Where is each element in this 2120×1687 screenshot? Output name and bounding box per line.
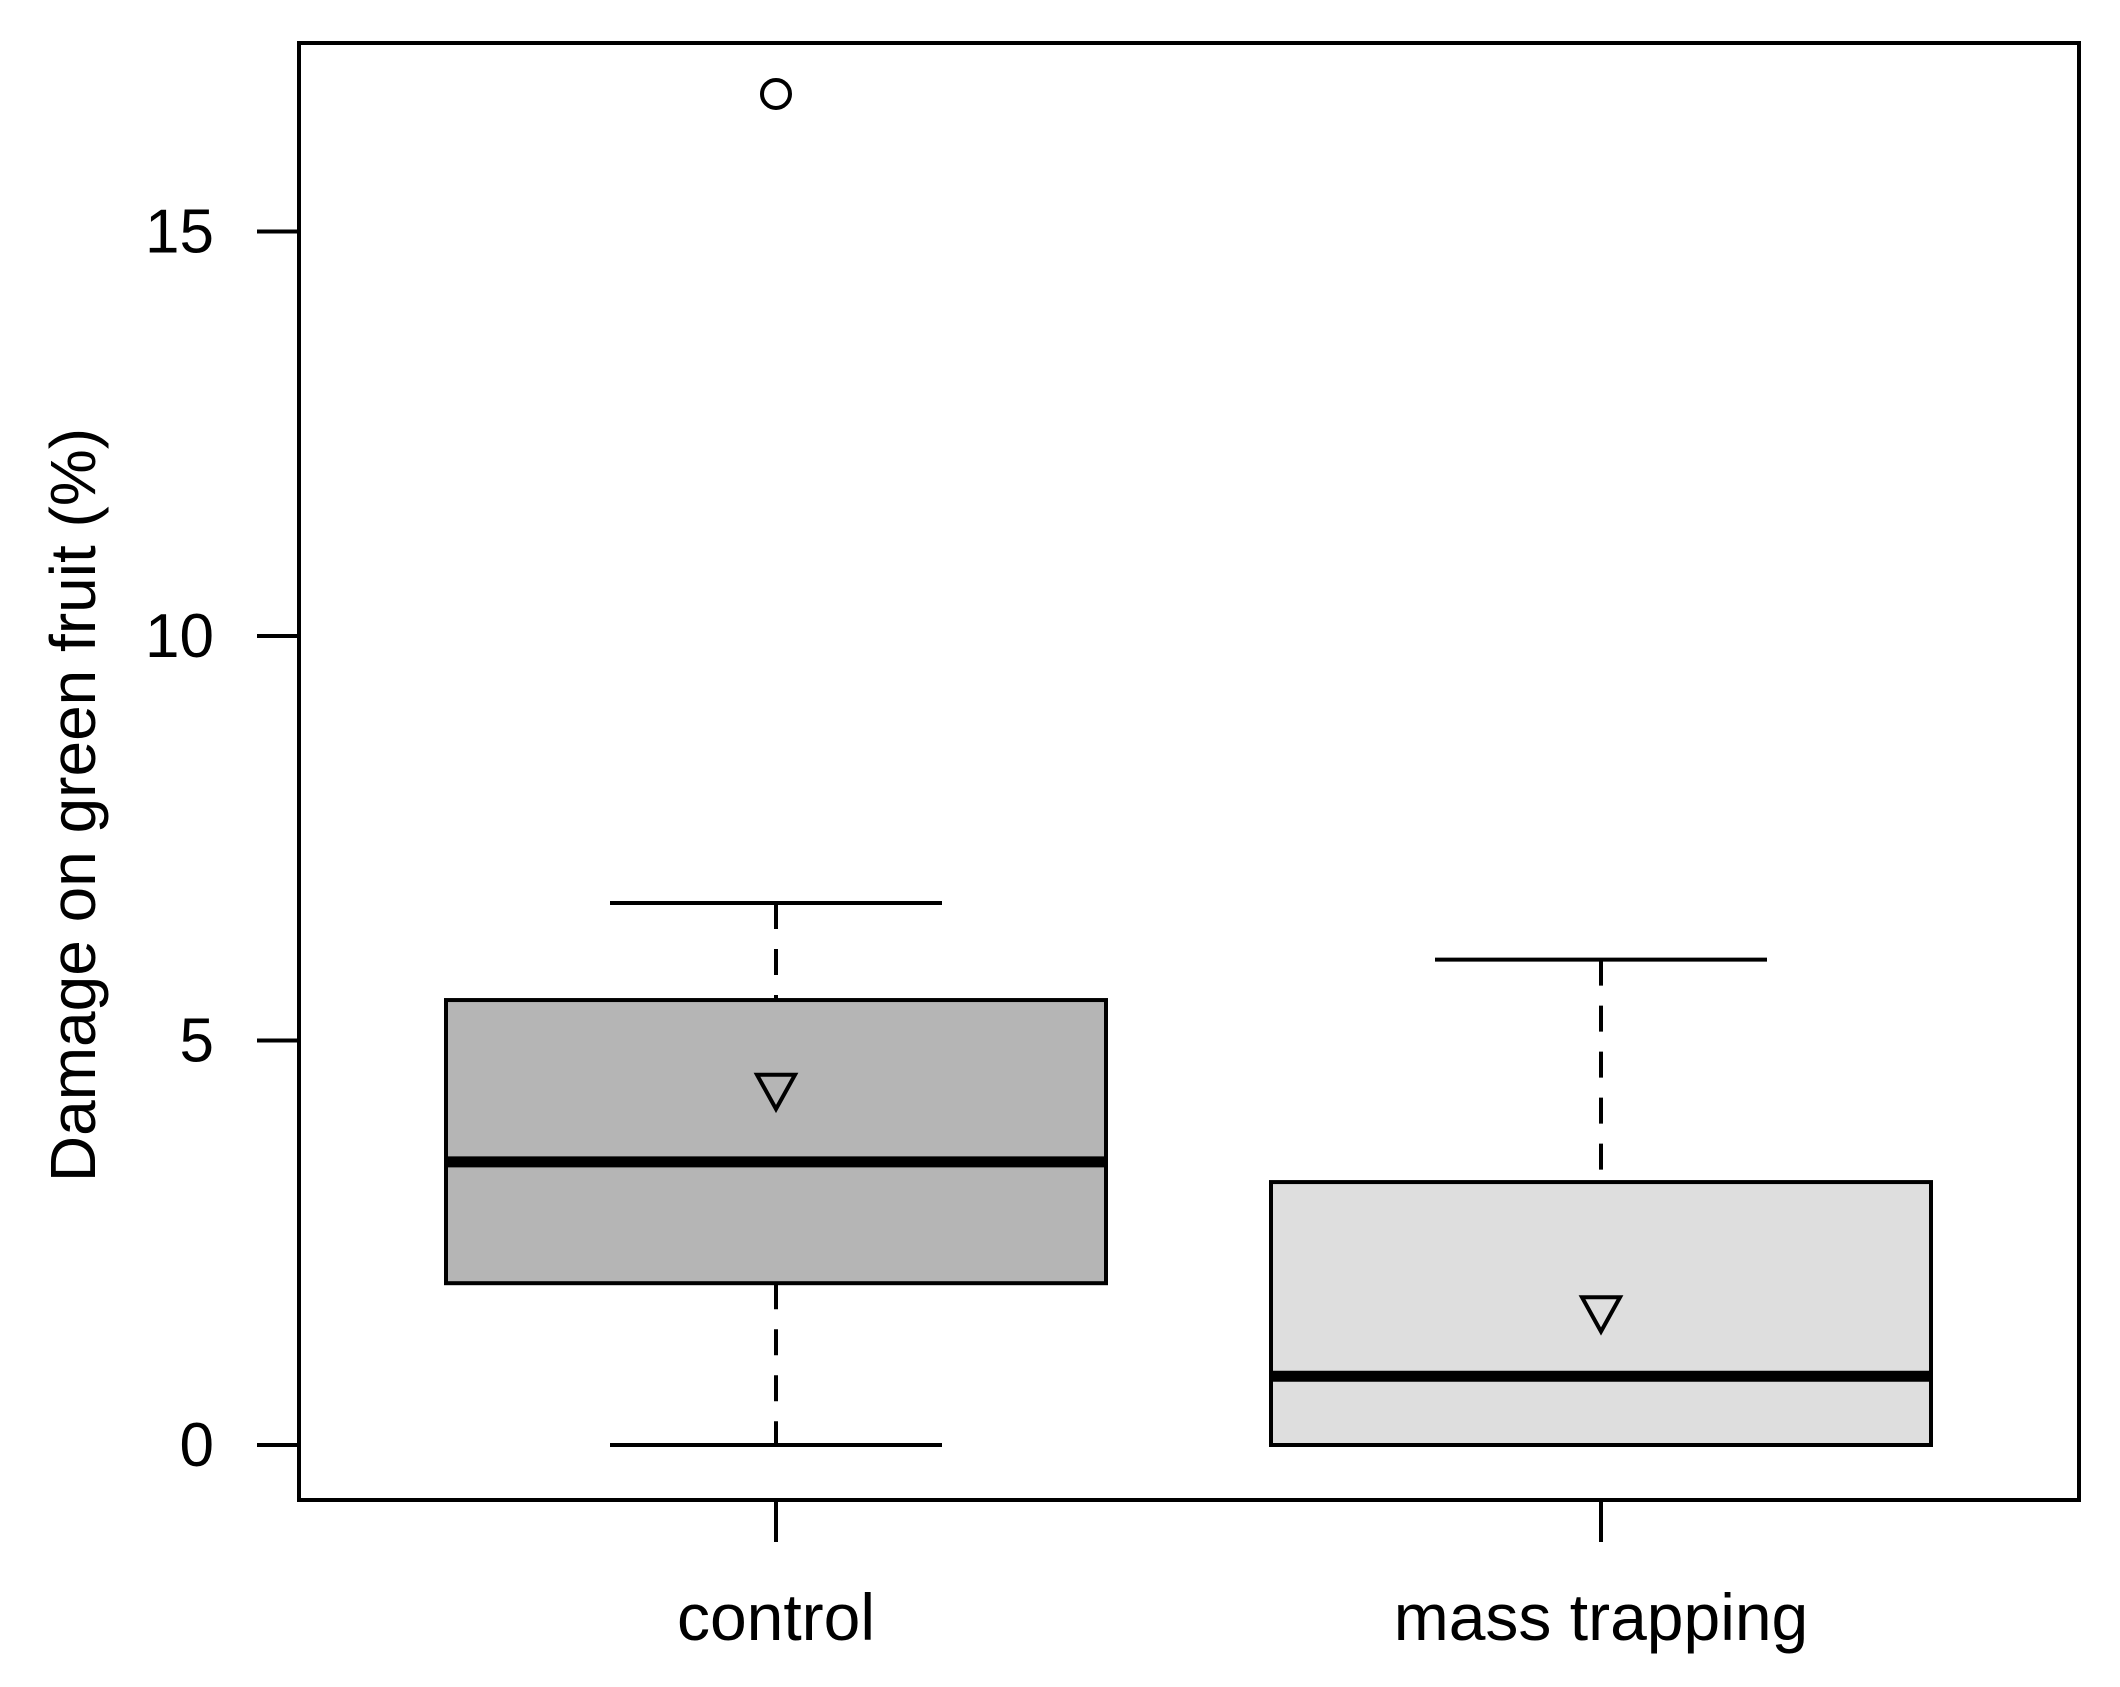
plot-frame bbox=[297, 41, 2081, 1502]
mean-marker bbox=[1578, 1295, 1624, 1336]
box-control bbox=[444, 77, 1108, 1447]
y-axis: 0 5 10 15 bbox=[145, 198, 299, 1480]
iqr-box bbox=[444, 998, 1108, 1286]
box-series bbox=[444, 77, 1933, 1447]
y-tick-label: 15 bbox=[145, 198, 214, 267]
mean-marker bbox=[753, 1072, 799, 1114]
y-tick-label: 5 bbox=[180, 1007, 214, 1076]
x-tick-label: control bbox=[677, 1580, 875, 1654]
y-axis-title: Damage on green fruit (%) bbox=[37, 428, 109, 1182]
x-axis: control mass trapping bbox=[677, 1500, 1808, 1654]
y-tick-label: 10 bbox=[145, 602, 214, 671]
outlier-point bbox=[760, 77, 792, 110]
box-mass-trapping bbox=[1269, 957, 1933, 1447]
y-tick-label: 0 bbox=[180, 1411, 214, 1480]
iqr-box bbox=[1269, 1180, 1933, 1447]
x-tick-label: mass trapping bbox=[1394, 1580, 1809, 1654]
